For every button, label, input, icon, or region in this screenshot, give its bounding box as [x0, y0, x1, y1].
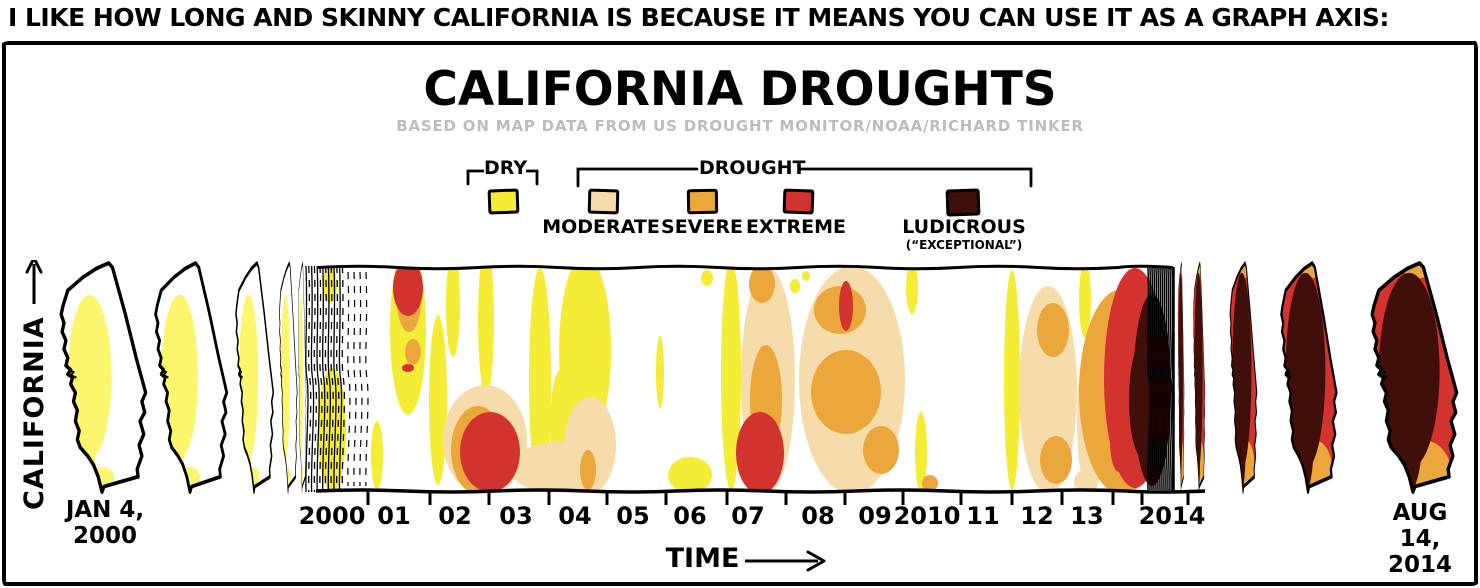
- legend-group-dry-label: DRY: [484, 157, 528, 179]
- x-axis-label: TIME: [665, 543, 740, 574]
- end-date-line2: 2014: [1387, 552, 1452, 578]
- start-date-label: JAN 4, 2000: [55, 497, 155, 549]
- end-date-line1: AUG 14,: [1392, 500, 1448, 552]
- california-axis-text: CALIFORNIA: [18, 316, 50, 510]
- legend-label-ludicrous: LUDICROUS: [902, 216, 1026, 238]
- legend-label-moderate: MODERATE: [542, 216, 660, 238]
- legend-label-severe: SEVERE: [661, 216, 743, 238]
- extreme-swatch: [782, 188, 815, 215]
- start-date-line1: JAN 4,: [65, 497, 145, 523]
- dry-swatch: [487, 188, 520, 215]
- chart-subtitle: BASED ON MAP DATA FROM US DROUGHT MONITO…: [396, 117, 1084, 135]
- severe-swatch: [686, 188, 719, 215]
- legend-group-drought-label: DROUGHT: [699, 157, 806, 179]
- start-date-line2: 2000: [72, 523, 137, 549]
- end-date-label: AUG 14, 2014: [1370, 500, 1470, 578]
- moderate-swatch: [587, 188, 620, 215]
- comic-caption: I LIKE HOW LONG AND SKINNY CALIFORNIA IS…: [8, 3, 1389, 32]
- ludicrous-swatch: [945, 188, 981, 217]
- california-axis-arrow-icon: [25, 260, 43, 305]
- legend-label-extreme: EXTREME: [745, 216, 847, 238]
- chart-title: CALIFORNIA DROUGHTS: [423, 62, 1057, 117]
- y-axis-label: CALIFORNIA: [13, 260, 55, 510]
- legend-sublabel-exceptional: (“EXCEPTIONAL”): [905, 238, 1023, 252]
